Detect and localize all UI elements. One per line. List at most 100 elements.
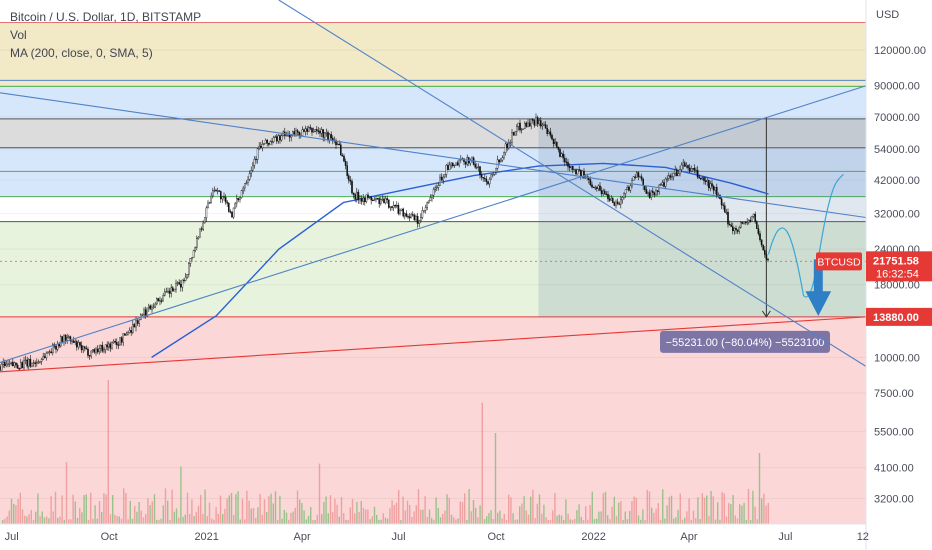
candle-body <box>445 164 448 175</box>
candle-body <box>119 337 121 346</box>
candle-body <box>104 344 107 350</box>
volume-bar <box>560 515 563 524</box>
candle-body <box>669 175 672 178</box>
candle-body <box>573 169 576 171</box>
volume-bar <box>296 490 299 524</box>
volume-bar <box>512 513 514 524</box>
candle-body <box>258 145 261 149</box>
candle-body <box>708 180 710 189</box>
volume-bar <box>398 490 400 524</box>
volume-bar <box>712 496 714 524</box>
volume-bar <box>244 519 246 524</box>
candle-body <box>575 169 577 175</box>
candle-body <box>279 135 281 141</box>
volume-bar <box>52 511 54 524</box>
trendline-3 <box>278 0 867 367</box>
candle-body <box>91 349 94 352</box>
volume-bar <box>213 519 215 524</box>
volume-bar <box>571 519 574 524</box>
volume-bar <box>499 510 501 524</box>
candle-body <box>402 208 405 217</box>
volume-bar <box>395 502 398 524</box>
volume-bar <box>424 496 426 524</box>
volume-bar <box>406 500 409 524</box>
volume-bar <box>574 518 576 524</box>
candle-body <box>364 197 366 203</box>
volume-bar <box>167 500 169 524</box>
volume-bar <box>750 519 752 524</box>
candle-body <box>349 180 352 182</box>
candle-body <box>688 167 691 172</box>
candle-body <box>67 336 70 338</box>
volume-bar <box>257 507 259 524</box>
candle-body <box>360 198 363 202</box>
candle-body <box>128 330 131 333</box>
candle-body <box>695 169 697 172</box>
volume-bar <box>274 491 277 524</box>
candle-body <box>516 126 518 132</box>
candle-body <box>183 279 185 282</box>
candle-body <box>765 254 768 260</box>
candle-body <box>28 358 30 367</box>
candle-body <box>456 162 459 166</box>
volume-bar <box>433 519 435 524</box>
candle-body <box>464 161 467 165</box>
candle-body <box>450 162 453 166</box>
candle-body <box>602 190 604 195</box>
candle-body <box>277 135 280 142</box>
volume-bar <box>153 494 156 524</box>
volume-bar <box>180 466 182 524</box>
candle-body <box>503 152 505 158</box>
candle-body <box>636 172 638 178</box>
candle-body <box>346 165 349 176</box>
candle-body <box>32 362 35 364</box>
volume-bar <box>125 493 127 524</box>
candle-body <box>83 346 86 349</box>
volume-bar <box>514 519 516 524</box>
volume-bar <box>230 492 233 524</box>
volume-bar <box>591 491 593 524</box>
volume-bar <box>585 506 587 524</box>
candle-body <box>621 197 624 201</box>
candle-body <box>272 137 275 142</box>
volume-bar <box>202 513 204 524</box>
volume-bar <box>701 493 703 524</box>
volume-bar <box>354 513 356 524</box>
volume-bar <box>459 501 461 524</box>
candle-body <box>400 208 403 211</box>
candle-body <box>676 169 678 177</box>
candle-body <box>16 364 19 369</box>
candle-body <box>114 341 116 343</box>
candle-body <box>208 202 211 204</box>
volume-bar <box>13 503 15 524</box>
candle-body <box>194 247 197 251</box>
volume-bar <box>543 504 545 524</box>
candle-body <box>666 178 668 180</box>
candle-body <box>143 309 145 315</box>
volume-bar <box>402 496 404 524</box>
volume-bar <box>83 495 85 524</box>
candle-body <box>141 314 144 316</box>
volume-bar <box>411 516 413 524</box>
volume-bar <box>112 495 114 524</box>
candle-body <box>311 127 313 133</box>
measure-box <box>538 117 866 317</box>
candle-body <box>578 169 580 171</box>
volume-bar <box>46 516 48 524</box>
volume-bar <box>483 519 486 524</box>
candle-body <box>687 165 689 169</box>
volume-bar <box>761 498 763 524</box>
volume-bar <box>26 516 28 524</box>
volume-bar <box>758 453 761 524</box>
candle-body <box>498 159 501 163</box>
candle-body <box>356 191 358 200</box>
volume-bar <box>136 511 138 524</box>
volume-bar <box>455 519 457 524</box>
candle-body <box>664 178 667 187</box>
candle-body <box>351 181 353 194</box>
candle-body <box>264 139 267 144</box>
candle-body <box>508 142 510 149</box>
candle-body <box>192 250 195 258</box>
candle-body <box>352 192 355 195</box>
